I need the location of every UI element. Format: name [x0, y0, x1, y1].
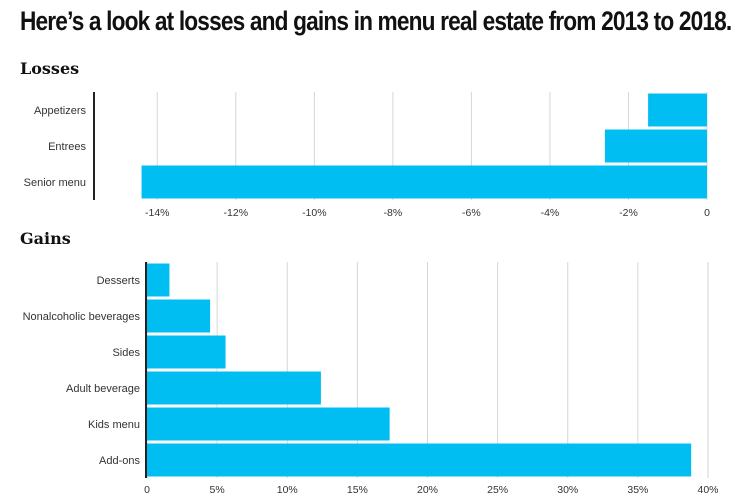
tick-label: 30% [557, 484, 578, 496]
tick-label: -14% [145, 207, 170, 219]
category-label-sides: Sides [112, 347, 140, 359]
bar-adult-beverage [147, 371, 321, 405]
losses-chart: -14% -12% -10% -8% -6% -4% -2% 0 Appetizers Entre… [24, 92, 710, 219]
bar-add-ons [147, 443, 692, 477]
tick-label: 25% [487, 484, 508, 496]
category-label-kids-menu: Kids menu [88, 419, 140, 431]
tick-label: -6% [462, 207, 481, 219]
bar-sides [147, 335, 226, 369]
losses-heading: Losses [20, 59, 80, 78]
category-label-entrees: Entrees [48, 141, 86, 153]
bar-entrees [604, 129, 707, 163]
tick-label: 40% [697, 484, 718, 496]
bar-appetizers [648, 93, 707, 127]
tick-label: 5% [210, 484, 225, 496]
bar-kids-menu [147, 407, 390, 441]
bar-nonalcoholic-beverages [147, 299, 211, 333]
tick-label: 10% [277, 484, 298, 496]
tick-label: -4% [541, 207, 560, 219]
tick-label: 20% [417, 484, 438, 496]
tick-label: -8% [384, 207, 403, 219]
category-label-nonalcoholic-beverages: Nonalcoholic beverages [23, 311, 141, 323]
category-label-desserts: Desserts [97, 275, 141, 287]
tick-label: -10% [302, 207, 327, 219]
bar-senior-menu [141, 165, 707, 199]
tick-label: 0 [144, 484, 150, 496]
gains-heading: Gains [20, 229, 71, 248]
tick-label: 35% [627, 484, 648, 496]
tick-label: 15% [347, 484, 368, 496]
tick-label: -12% [224, 207, 249, 219]
category-label-senior-menu: Senior menu [24, 177, 86, 189]
tick-label: 0 [704, 207, 710, 219]
category-label-appetizers: Appetizers [34, 105, 86, 117]
tick-label: -2% [619, 207, 638, 219]
category-label-add-ons: Add-ons [99, 455, 140, 467]
chart-title: Here’s a look at losses and gains in men… [20, 6, 732, 36]
bar-desserts [147, 263, 170, 297]
category-label-adult-beverage: Adult beverage [66, 383, 140, 395]
